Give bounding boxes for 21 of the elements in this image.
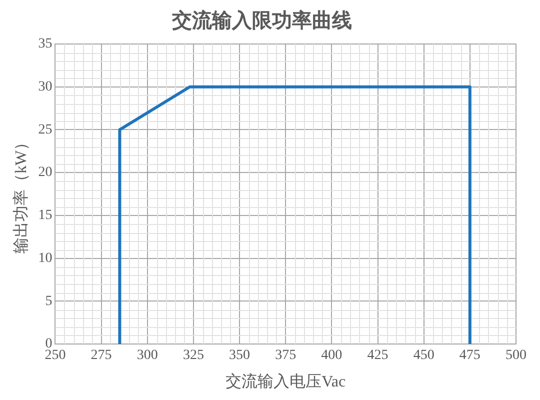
- x-tick-label: 450: [413, 348, 434, 364]
- y-tick-label: 35: [38, 36, 52, 52]
- y-tick-label: 15: [38, 208, 52, 224]
- y-tick-label: 25: [38, 122, 52, 138]
- x-axis-title: 交流输入电压Vac: [226, 372, 346, 391]
- y-tick-label: 5: [45, 294, 52, 309]
- y-tick-label: 10: [38, 250, 52, 266]
- x-tick-label: 325: [182, 348, 204, 364]
- chart-title: 交流输入限功率曲线: [171, 9, 352, 32]
- y-tick-label: 30: [38, 80, 52, 95]
- x-tick-label: 425: [367, 348, 388, 364]
- x-tick-label: 400: [321, 348, 342, 364]
- y-axis-title: 输出功率（kW）: [12, 134, 30, 254]
- x-tick-label: 375: [275, 348, 296, 364]
- x-tick-label: 300: [136, 348, 158, 364]
- x-tick-label: 350: [229, 348, 250, 364]
- y-tick-label: 20: [38, 165, 52, 180]
- x-tick-label: 475: [459, 348, 480, 364]
- x-tick-label: 275: [90, 348, 112, 364]
- x-tick-label: 250: [44, 348, 66, 364]
- x-tick-label: 500: [506, 348, 526, 364]
